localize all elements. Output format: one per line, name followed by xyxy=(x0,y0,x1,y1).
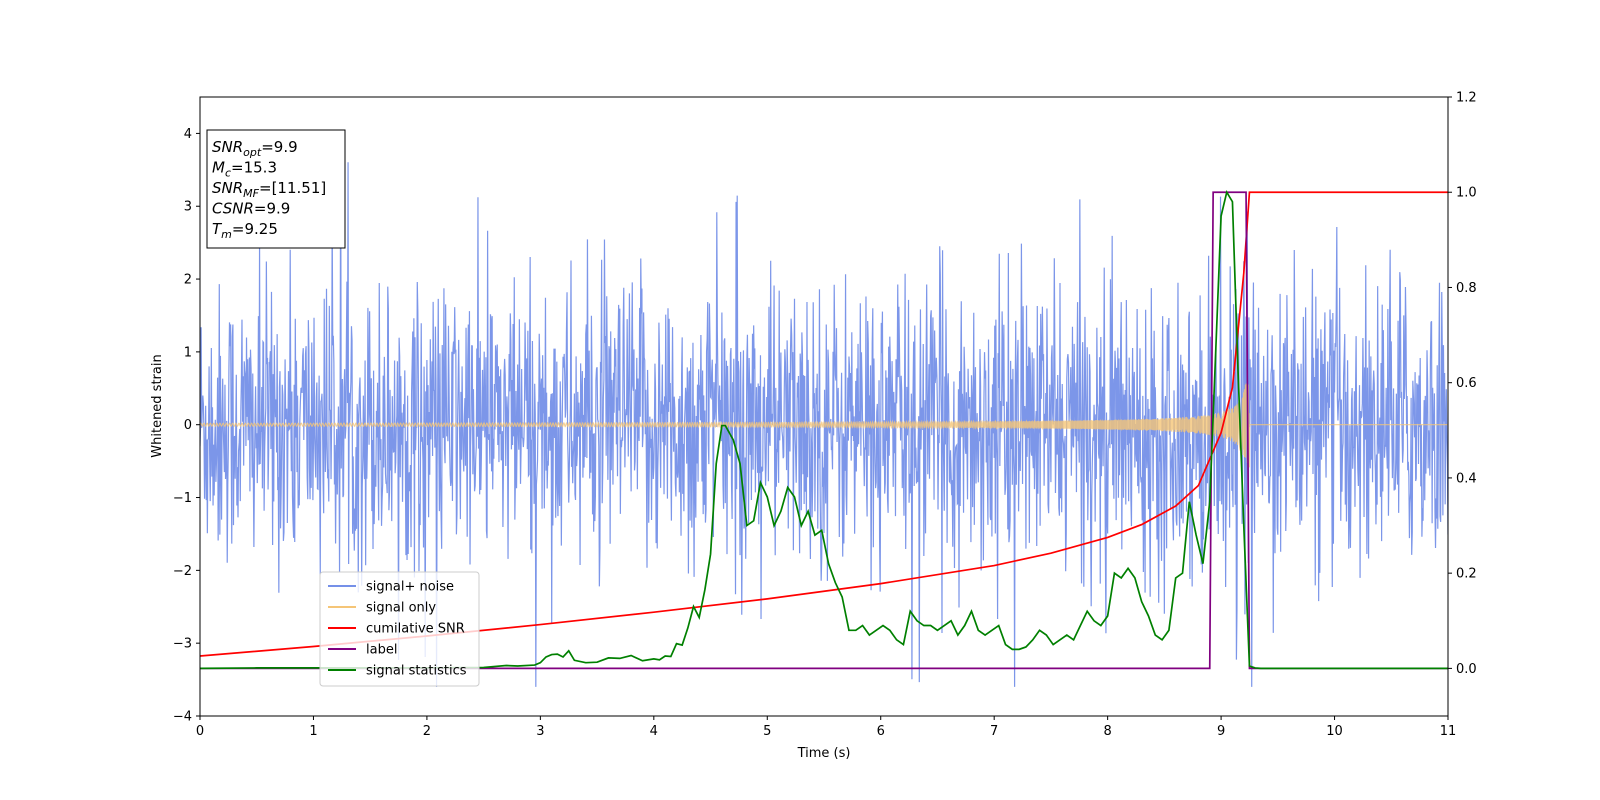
y-axis-label: Whitened strain xyxy=(150,354,165,457)
y-tick-label: 2 xyxy=(184,273,192,288)
y-tick-label: 0 xyxy=(184,418,192,433)
stats-line: SNRopt=9.9 xyxy=(212,138,298,159)
y2-tick-label: 1.0 xyxy=(1456,186,1477,201)
stats-box-frame xyxy=(206,129,346,249)
y-tick-label: −1 xyxy=(173,491,192,506)
x-axis-label: Time (s) xyxy=(797,746,851,761)
stats-line: Mc=15.3 xyxy=(212,159,277,180)
legend-label: signal+ noise xyxy=(366,580,454,595)
stats-line: SNRMF=[11.51] xyxy=(212,179,326,200)
series-signal-only-line xyxy=(200,383,1448,468)
x-tick-label: 10 xyxy=(1326,724,1343,739)
y-tick-label: 4 xyxy=(184,127,192,142)
x-tick-label: 1 xyxy=(309,724,317,739)
x-tick-label: 5 xyxy=(763,724,771,739)
plot-frame xyxy=(199,96,1449,717)
x-tick-label: 11 xyxy=(1440,724,1457,739)
x-tick-label: 4 xyxy=(650,724,658,739)
y2-tick-label: 0.8 xyxy=(1456,281,1477,296)
y-tick-label: −3 xyxy=(173,637,192,652)
series-signal-statistics-line xyxy=(200,189,1448,670)
legend-frame xyxy=(319,571,480,687)
x-tick-label: 0 xyxy=(196,724,204,739)
y2-tick-label: 0.0 xyxy=(1456,662,1477,677)
x-tick-label: 2 xyxy=(423,724,431,739)
y-tick-label: 1 xyxy=(184,345,192,360)
legend-label: cumilative SNR xyxy=(366,622,465,637)
stats-line: CSNR=9.9 xyxy=(212,200,290,218)
y2-tick-label: 0.2 xyxy=(1456,567,1477,582)
y2-tick-label: 0.6 xyxy=(1456,376,1477,391)
y-tick-label: −4 xyxy=(173,710,192,725)
series-cumilative-snr-line xyxy=(200,191,1448,657)
x-tick-label: 6 xyxy=(877,724,885,739)
x-tick-label: 9 xyxy=(1217,724,1225,739)
y2-tick-label: 1.2 xyxy=(1456,91,1477,106)
x-tick-label: 8 xyxy=(1103,724,1111,739)
x-tick-label: 7 xyxy=(990,724,998,739)
y-tick-label: 3 xyxy=(184,200,192,215)
x-tick-label: 3 xyxy=(536,724,544,739)
legend-label: signal only xyxy=(366,601,436,616)
legend: signal+ noise signal only cumilative SNR la… xyxy=(319,571,480,687)
stats-line: Tm=9.25 xyxy=(212,220,278,241)
y-tick-label: −2 xyxy=(173,564,192,579)
legend-label: label xyxy=(366,643,397,658)
y2-tick-label: 0.4 xyxy=(1456,471,1477,486)
legend-label: signal statistics xyxy=(366,664,467,679)
